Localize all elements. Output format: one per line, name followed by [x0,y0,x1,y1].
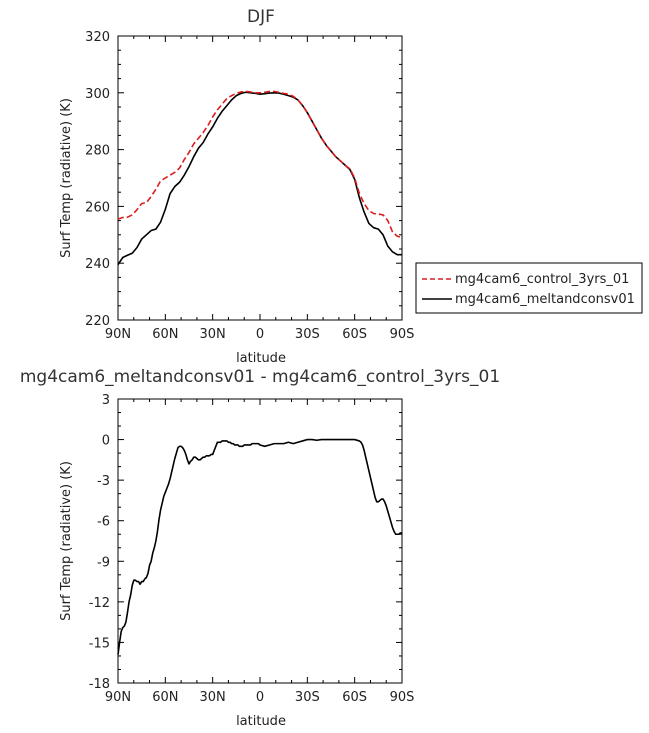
legend-box [415,262,643,314]
top-x-tick-label: 90S [390,327,415,342]
top-chart-title: DJF [247,7,275,27]
legend: mg4cam6_control_3yrs_01 mg4cam6_meltandc… [415,262,643,314]
top-series-line-1 [117,90,403,239]
bottom-x-tick-label: 60S [342,690,367,705]
top-x-tick-label: 30N [200,327,226,342]
top-x-tick-label: 60S [342,327,367,342]
bottom-y-tick-label: -12 [89,596,110,611]
bottom-x-tick-label: 0 [256,690,264,705]
top-y-tick-label: 220 [85,314,110,329]
top-panel: DJF 90N 60N 30N 0 30S 60S 90S 220 240 260 280 300 32… [59,7,414,366]
bottom-y-tick-label: -18 [89,677,110,692]
bottom-x-tick-label: 90N [105,690,131,705]
bottom-ticks: 90N 60N 30N 0 30S 60S 90S -18 -15 -12 -9 -6 -3 0 3 [89,393,415,705]
top-y-tick-label: 300 [85,87,110,102]
top-x-axis-label: latitude [236,351,286,366]
top-x-tick-label: 30S [295,327,320,342]
top-plot-frame [117,35,403,321]
bottom-series [117,438,402,655]
bottom-series-line-0 [117,438,402,655]
top-ticks: 90N 60N 30N 0 30S 60S 90S 220 240 260 280 300 320 [85,30,414,342]
bottom-x-tick-label: 60N [152,690,178,705]
top-y-tick-label: 240 [85,257,110,272]
top-y-tick-label: 260 [85,200,110,215]
bottom-chart-title: mg4cam6_meltandconsv01 - mg4cam6_control… [20,367,500,387]
top-x-tick-label: 0 [256,327,264,342]
bottom-x-axis-label: latitude [236,714,286,729]
bottom-y-tick-label: -3 [97,474,110,489]
top-x-tick-label: 60N [152,327,178,342]
bottom-x-tick-label: 90S [390,690,415,705]
legend-label-control: mg4cam6_control_3yrs_01 [455,272,629,287]
bottom-y-axis-label: Surf Temp (radiative) (K) [59,461,74,621]
top-y-tick-label: 280 [85,144,110,159]
top-y-tick-label: 320 [85,30,110,45]
bottom-y-tick-label: -9 [97,555,110,570]
bottom-y-tick-label: -6 [97,515,110,530]
bottom-panel: mg4cam6_meltandconsv01 - mg4cam6_control… [20,367,500,729]
bottom-y-tick-label: 0 [102,434,110,449]
top-x-tick-label: 90N [105,327,131,342]
top-series-line-0 [117,91,402,266]
bottom-y-tick-label: -15 [89,636,110,651]
bottom-x-tick-label: 30N [200,690,226,705]
legend-label-melt: mg4cam6_meltandconsv01 [455,292,635,307]
top-y-axis-label: Surf Temp (radiative) (K) [59,98,74,258]
bottom-x-tick-label: 30S [295,690,320,705]
top-series [117,90,403,266]
bottom-y-tick-label: 3 [102,393,110,408]
